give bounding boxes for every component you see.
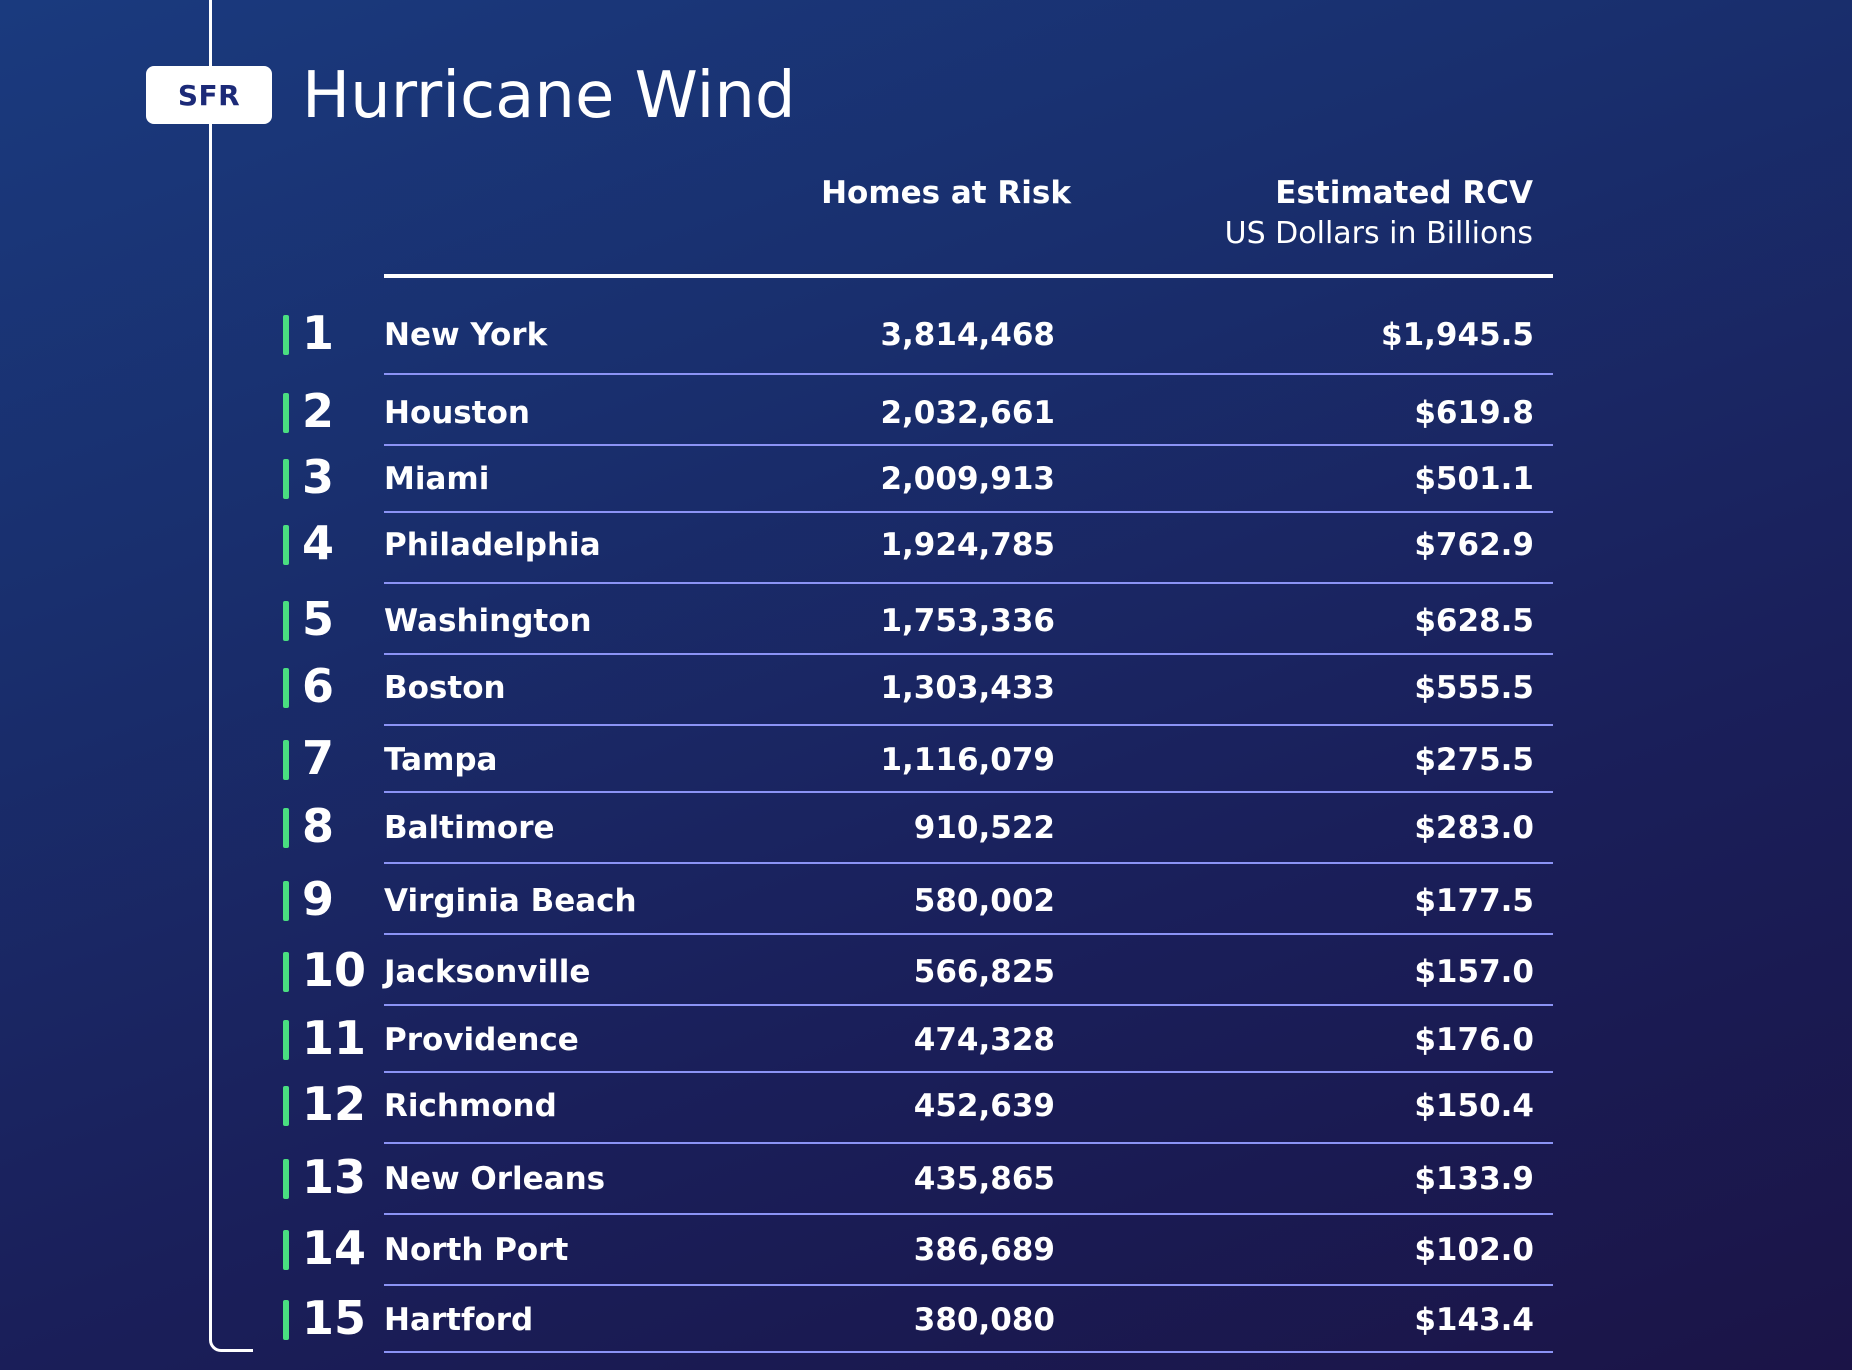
rank-number: 12 bbox=[302, 1077, 367, 1131]
city-name: Philadelphia bbox=[384, 527, 601, 563]
city-name: Virginia Beach bbox=[384, 883, 637, 919]
rank-number: 5 bbox=[302, 592, 335, 646]
homes-at-risk-value: 3,814,468 bbox=[880, 317, 1055, 353]
rcv-value: $143.4 bbox=[1414, 1302, 1534, 1338]
row-divider bbox=[384, 933, 1553, 935]
rcv-value: $619.8 bbox=[1414, 395, 1534, 431]
rcv-value: $555.5 bbox=[1414, 670, 1534, 706]
rank-marker bbox=[283, 601, 289, 641]
column-header-rcv: Estimated RCV US Dollars in Billions bbox=[1225, 172, 1533, 254]
rank-number: 7 bbox=[302, 731, 335, 785]
rcv-value: $176.0 bbox=[1414, 1022, 1534, 1058]
city-name: Washington bbox=[384, 603, 592, 639]
row-divider bbox=[384, 373, 1553, 375]
row-divider bbox=[384, 1213, 1553, 1215]
rank-marker bbox=[283, 1230, 289, 1270]
rcv-value: $762.9 bbox=[1414, 527, 1534, 563]
row-divider bbox=[384, 653, 1553, 655]
homes-at-risk-value: 1,116,079 bbox=[880, 742, 1055, 778]
rank-number: 14 bbox=[302, 1221, 367, 1275]
row-divider bbox=[384, 1071, 1553, 1073]
rank-number: 15 bbox=[302, 1291, 367, 1345]
rank-marker bbox=[283, 459, 289, 499]
city-name: Boston bbox=[384, 670, 506, 706]
homes-at-risk-value: 452,639 bbox=[913, 1088, 1055, 1124]
rcv-value: $177.5 bbox=[1414, 883, 1534, 919]
column-header-rcv-title: Estimated RCV bbox=[1275, 175, 1533, 211]
row-divider bbox=[384, 791, 1553, 793]
city-name: North Port bbox=[384, 1232, 569, 1268]
row-divider bbox=[384, 1004, 1553, 1006]
row-divider bbox=[384, 1351, 1553, 1353]
homes-at-risk-value: 1,924,785 bbox=[880, 527, 1055, 563]
rank-marker bbox=[283, 881, 289, 921]
city-name: New York bbox=[384, 317, 548, 353]
row-divider bbox=[384, 511, 1553, 513]
city-name: Miami bbox=[384, 461, 490, 497]
timeline-line bbox=[209, 0, 253, 1352]
rank-marker bbox=[283, 1020, 289, 1060]
city-name: Tampa bbox=[384, 742, 498, 778]
rank-number: 6 bbox=[302, 659, 335, 713]
city-name: Providence bbox=[384, 1022, 579, 1058]
page-title: Hurricane Wind bbox=[302, 59, 796, 133]
rank-number: 1 bbox=[302, 306, 335, 360]
homes-at-risk-value: 566,825 bbox=[913, 954, 1055, 990]
homes-at-risk-value: 474,328 bbox=[913, 1022, 1055, 1058]
city-name: Jacksonville bbox=[384, 954, 591, 990]
rank-number: 10 bbox=[302, 943, 367, 997]
rank-marker bbox=[283, 808, 289, 848]
column-header-homes: Homes at Risk bbox=[821, 175, 1071, 211]
city-name: Houston bbox=[384, 395, 530, 431]
rcv-value: $1,945.5 bbox=[1381, 317, 1534, 353]
rank-number: 9 bbox=[302, 872, 335, 926]
sfr-badge: SFR bbox=[146, 66, 272, 124]
city-name: New Orleans bbox=[384, 1161, 606, 1197]
rank-marker bbox=[283, 393, 289, 433]
row-divider bbox=[384, 724, 1553, 726]
homes-at-risk-value: 2,032,661 bbox=[880, 395, 1055, 431]
rank-marker bbox=[283, 740, 289, 780]
rank-number: 13 bbox=[302, 1150, 367, 1204]
rank-number: 2 bbox=[302, 384, 335, 438]
rank-marker bbox=[283, 1159, 289, 1199]
rank-marker bbox=[283, 525, 289, 565]
rank-number: 3 bbox=[302, 450, 335, 504]
rank-marker bbox=[283, 668, 289, 708]
rcv-value: $628.5 bbox=[1414, 603, 1534, 639]
header-divider bbox=[384, 274, 1553, 278]
rank-marker bbox=[283, 952, 289, 992]
rcv-value: $283.0 bbox=[1414, 810, 1534, 846]
rank-number: 8 bbox=[302, 799, 335, 853]
row-divider bbox=[384, 862, 1553, 864]
homes-at-risk-value: 910,522 bbox=[913, 810, 1055, 846]
rcv-value: $501.1 bbox=[1414, 461, 1534, 497]
rcv-value: $157.0 bbox=[1414, 954, 1534, 990]
rank-number: 11 bbox=[302, 1011, 367, 1065]
row-divider bbox=[384, 582, 1553, 584]
city-name: Richmond bbox=[384, 1088, 557, 1124]
rank-marker bbox=[283, 1086, 289, 1126]
row-divider bbox=[384, 1142, 1553, 1144]
rcv-value: $275.5 bbox=[1414, 742, 1534, 778]
rcv-value: $150.4 bbox=[1414, 1088, 1534, 1124]
homes-at-risk-value: 2,009,913 bbox=[880, 461, 1055, 497]
row-divider bbox=[384, 444, 1553, 446]
homes-at-risk-value: 435,865 bbox=[913, 1161, 1055, 1197]
homes-at-risk-value: 580,002 bbox=[913, 883, 1055, 919]
rank-number: 4 bbox=[302, 516, 335, 570]
rank-marker bbox=[283, 1300, 289, 1340]
city-name: Hartford bbox=[384, 1302, 534, 1338]
row-divider bbox=[384, 1284, 1553, 1286]
city-name: Baltimore bbox=[384, 810, 555, 846]
column-header-rcv-unit: US Dollars in Billions bbox=[1224, 216, 1533, 251]
rank-marker bbox=[283, 315, 289, 355]
rcv-value: $102.0 bbox=[1414, 1232, 1534, 1268]
homes-at-risk-value: 1,753,336 bbox=[880, 603, 1055, 639]
rcv-value: $133.9 bbox=[1414, 1161, 1534, 1197]
homes-at-risk-value: 1,303,433 bbox=[880, 670, 1055, 706]
homes-at-risk-value: 380,080 bbox=[913, 1302, 1055, 1338]
homes-at-risk-value: 386,689 bbox=[913, 1232, 1055, 1268]
